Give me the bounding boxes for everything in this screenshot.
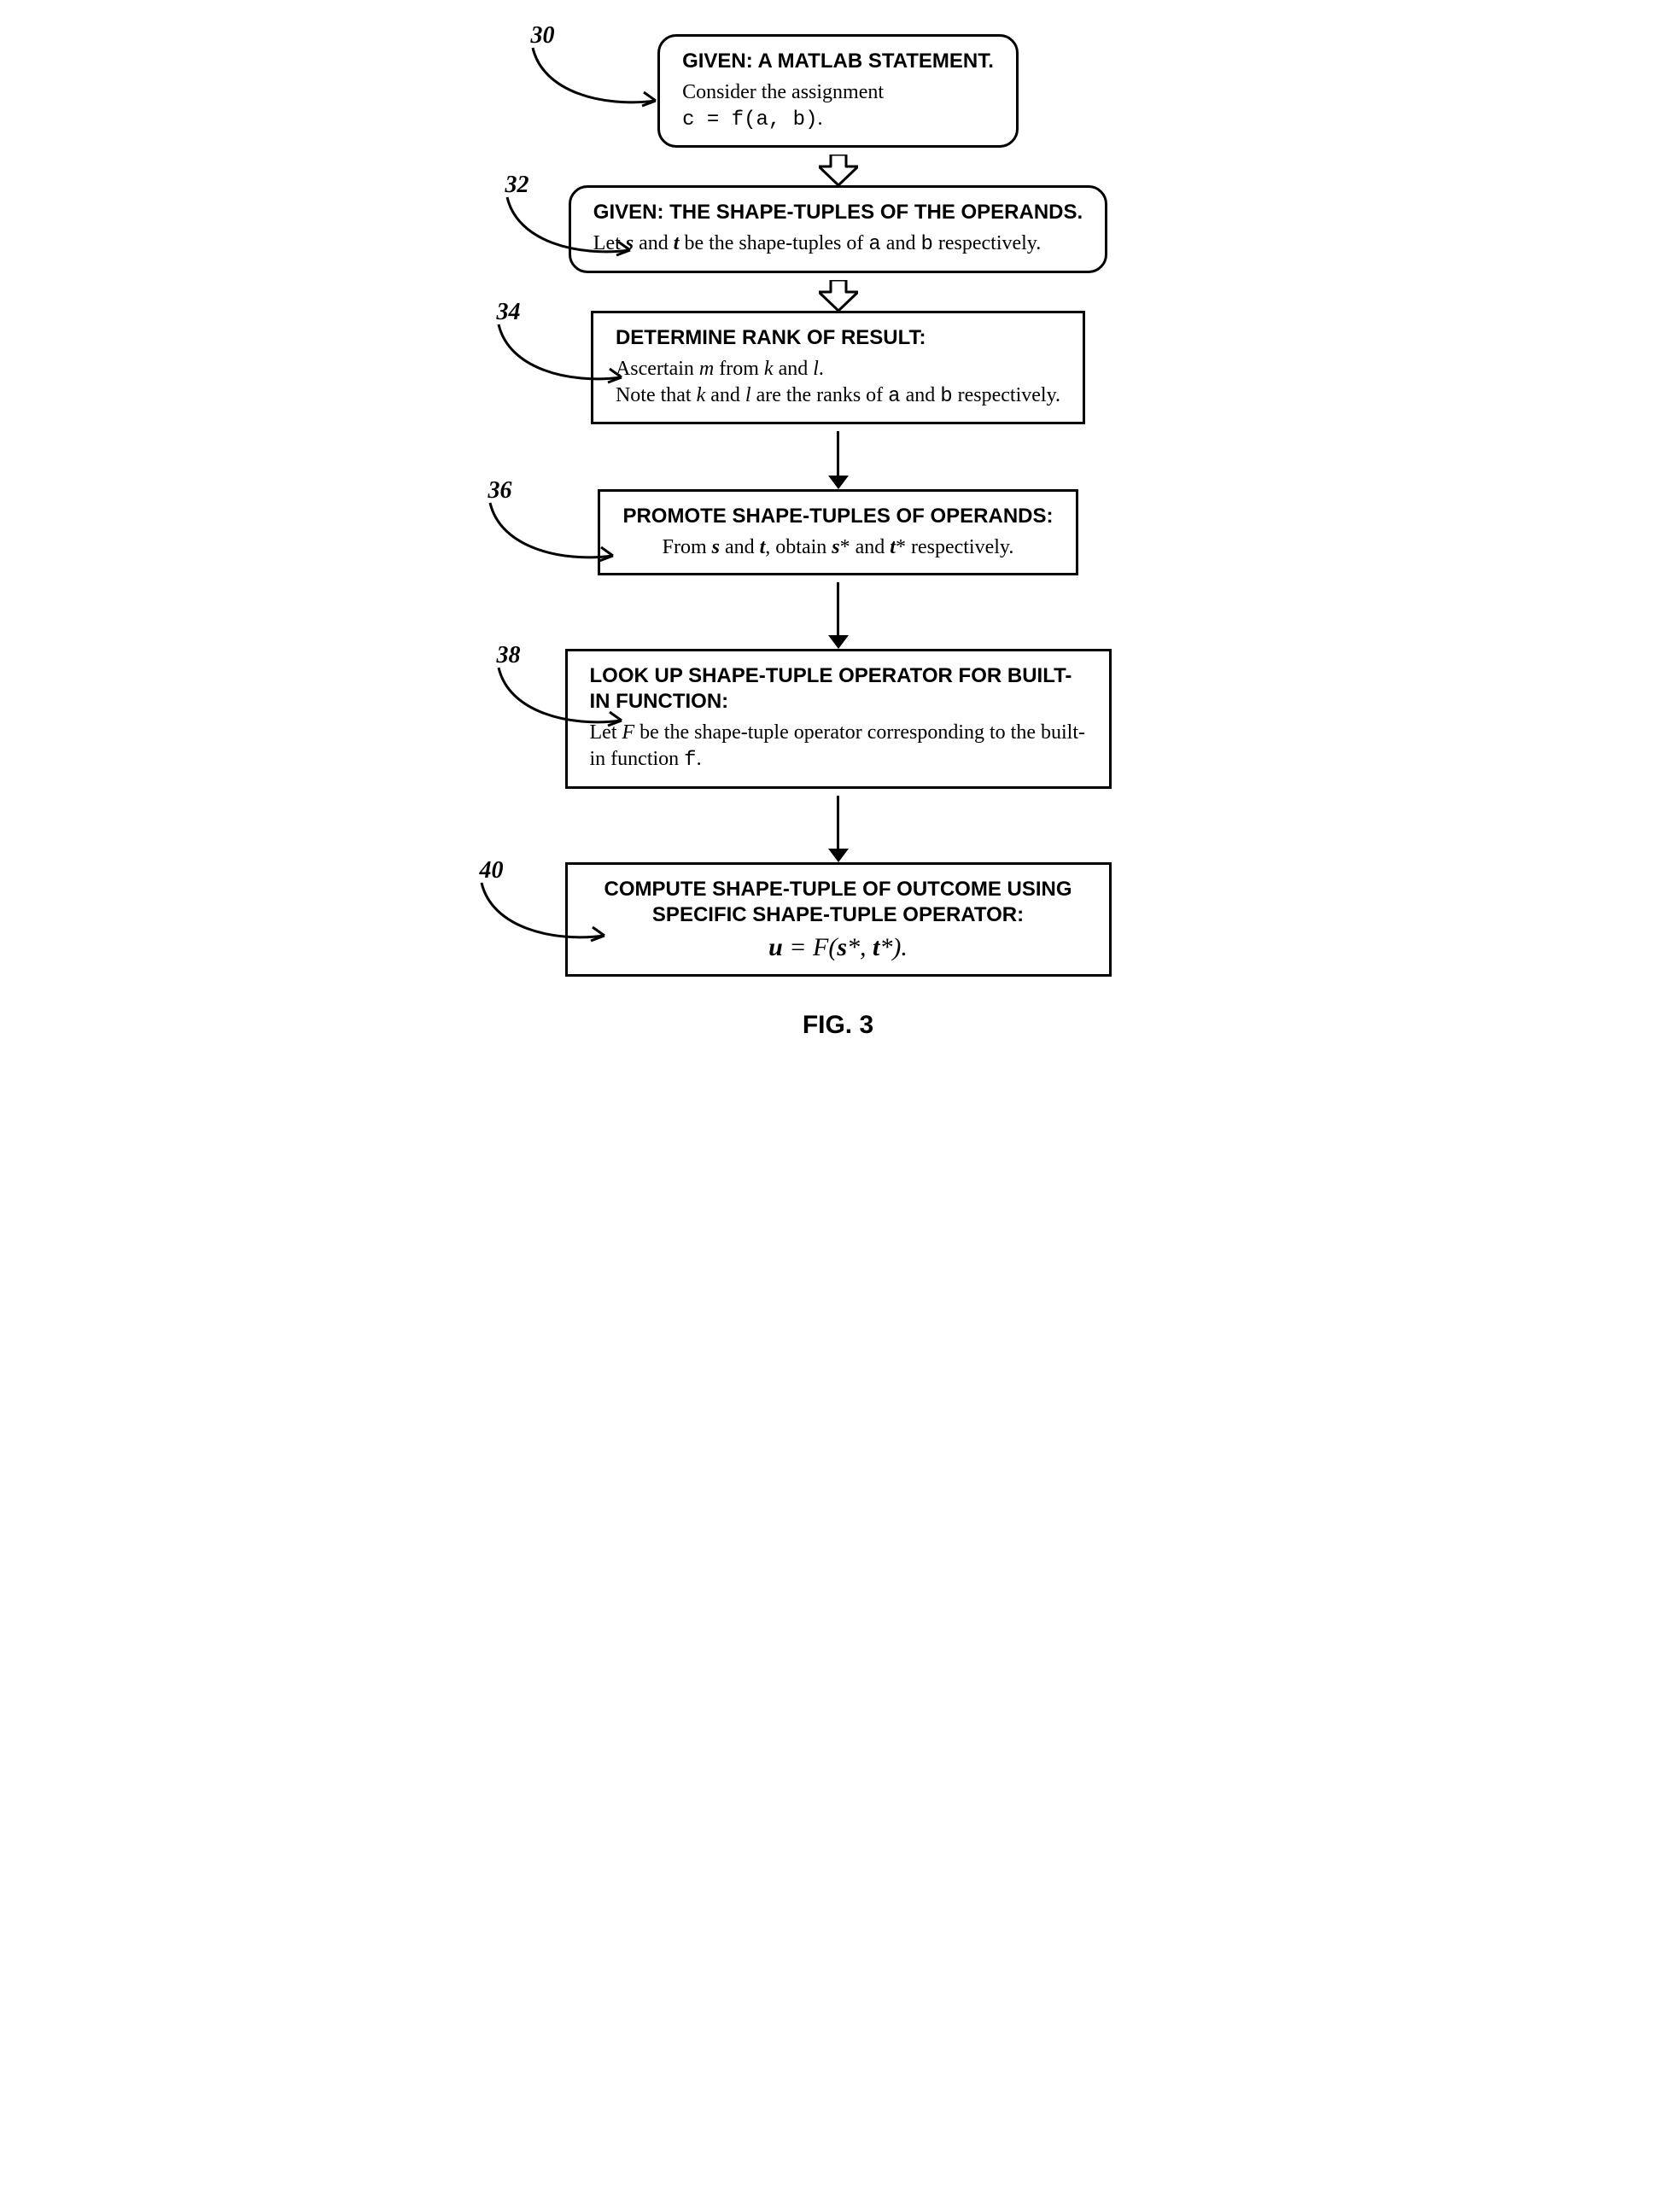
flow-step: GIVEN: A MATLAB STATEMENT. Consider the a… [657,34,1019,148]
flow-node-34: 34 DETERMINE RANK OF RESULT:Ascertain m … [454,311,1223,424]
hollow-arrow-icon [819,280,858,311]
step-title: LOOK UP SHAPE-TUPLE OPERATOR FOR BUILT-I… [590,663,1087,715]
reference-number: 34 [497,299,521,326]
flow-step: DETERMINE RANK OF RESULT: Ascertain m fro… [591,311,1085,424]
step-title: GIVEN: THE SHAPE-TUPLES OF THE OPERANDS. [593,200,1083,225]
figure-caption: FIG. 3 [454,1011,1223,1040]
reference-number: 30 [531,22,555,50]
reference-number: 38 [497,642,521,669]
step-formula: u = F(s*, t*). [590,933,1087,962]
reference-number: 32 [505,172,529,199]
arrow-connector [828,796,849,862]
step-title: COMPUTE SHAPE-TUPLE OF OUTCOME USING SPE… [590,877,1087,928]
reference-number: 36 [488,477,512,505]
step-body: Let F be the shape-tuple operator corres… [590,720,1087,773]
flow-node-40: 40 COMPUTE SHAPE-TUPLE OF OUTCOME USING … [454,862,1223,977]
arrow-connector [828,582,849,649]
step-title: GIVEN: A MATLAB STATEMENT. [682,49,994,74]
flow-node-38: 38 LOOK UP SHAPE-TUPLE OPERATOR FOR BUIL… [454,649,1223,788]
hollow-arrow-icon [819,155,858,185]
step-body: Consider the assignmentc = f(a, b). [682,79,994,133]
step-title: PROMOTE SHAPE-TUPLES OF OPERANDS: [622,504,1053,529]
step-body: Ascertain m from k and l.Note that k and… [616,356,1060,410]
flow-step: LOOK UP SHAPE-TUPLE OPERATOR FOR BUILT-I… [565,649,1112,788]
flow-node-32: 32 GIVEN: THE SHAPE-TUPLES OF THE OPERAN… [454,185,1223,272]
flow-node-30: 30 GIVEN: A MATLAB STATEMENT.Consider th… [454,34,1223,148]
step-body: Let s and t be the shape-tuples of a and… [593,231,1083,258]
reference-number: 40 [480,857,504,884]
flow-step: PROMOTE SHAPE-TUPLES OF OPERANDS: From s … [598,489,1077,575]
flow-step: GIVEN: THE SHAPE-TUPLES OF THE OPERANDS.… [569,185,1107,272]
step-body: From s and t, obtain s* and t* respectiv… [622,534,1053,561]
step-title: DETERMINE RANK OF RESULT: [616,325,1060,351]
flow-step: COMPUTE SHAPE-TUPLE OF OUTCOME USING SPE… [565,862,1112,977]
arrow-connector [828,431,849,489]
reference-pointer [526,41,663,118]
flowchart: 30 GIVEN: A MATLAB STATEMENT.Consider th… [454,34,1223,1040]
flow-node-36: 36 PROMOTE SHAPE-TUPLES OF OPERANDS:From… [454,489,1223,575]
